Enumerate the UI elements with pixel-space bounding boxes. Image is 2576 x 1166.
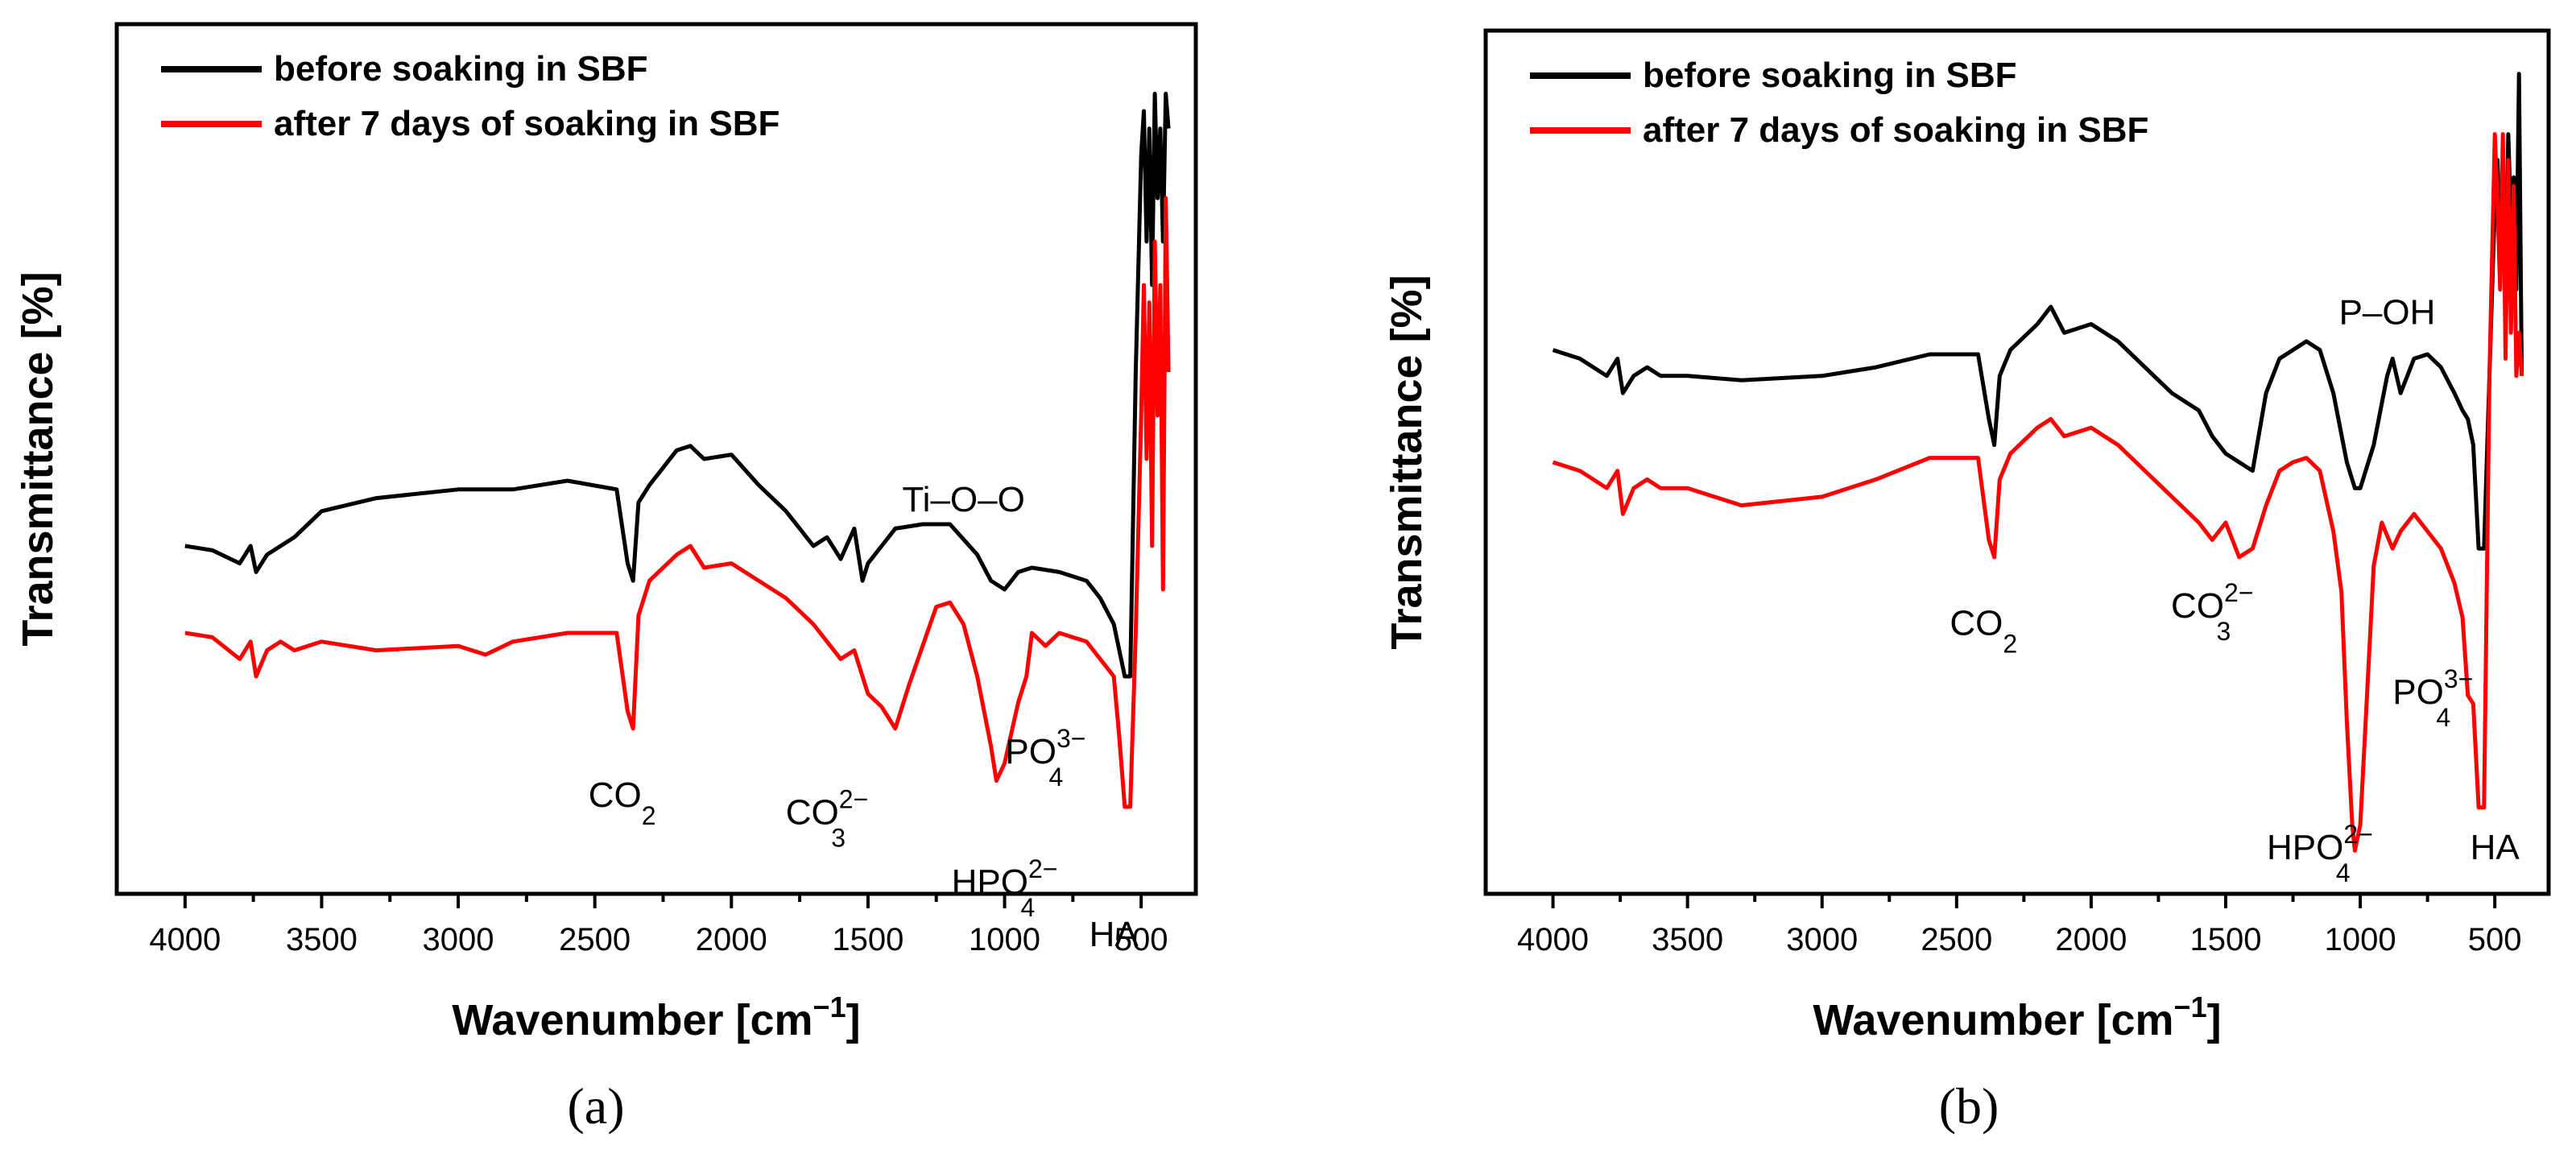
annotation-main: P–OH: [2339, 292, 2436, 332]
annotation-sub: 4: [2336, 858, 2351, 887]
annotation-sub: 4: [2436, 703, 2450, 732]
legend-label: after 7 days of soaking in SBF: [274, 104, 779, 143]
annotation-main: CO: [2171, 586, 2224, 626]
x-tick-label: 1000: [969, 922, 1040, 957]
x-tick-label: 2000: [2055, 922, 2127, 957]
annotation-sup: 3−: [1056, 724, 1085, 753]
annotation-main: CO: [589, 775, 642, 815]
x-tick-label: 1500: [832, 922, 903, 957]
series-after-line: [1552, 132, 2524, 853]
x-tick-label: 4000: [1517, 922, 1589, 957]
annotation-main: PO: [2392, 672, 2444, 712]
annotation-main: CO: [1950, 603, 2003, 643]
x-axis-title-sup: −1: [2174, 990, 2207, 1023]
peak-annotation: CO2: [589, 775, 656, 830]
annotation-main: PO: [1005, 732, 1056, 771]
annotation-sup: 2−: [839, 785, 868, 814]
annotation-sup: 2−: [2343, 820, 2372, 849]
annotation-main: HPO: [2267, 828, 2343, 867]
x-tick-label: 500: [1114, 922, 1168, 957]
x-tick-label: 3000: [423, 922, 494, 957]
x-axis-title-main: Wavenumber [cm: [452, 996, 812, 1044]
legend-label: before soaking in SBF: [274, 49, 648, 89]
annotation-sub: 4: [1048, 763, 1063, 792]
series-before-line: [184, 91, 1171, 679]
peak-annotation: PO3− 4: [1005, 724, 1085, 792]
x-axis-title: Wavenumber [cm−1]: [452, 990, 860, 1044]
annotation-main: HA: [1090, 915, 1139, 954]
x-tick-label: 1000: [2325, 922, 2396, 957]
x-tick-label: 3500: [286, 922, 358, 957]
x-axis-title-main: Wavenumber [cm: [1813, 996, 2173, 1044]
peak-annotation: CO2− 3: [2171, 578, 2253, 646]
peak-annotation: HA: [2471, 828, 2520, 867]
x-axis-title: Wavenumber [cm−1]: [1813, 990, 2221, 1044]
annotation-sup: 3−: [2444, 664, 2473, 693]
peak-annotation: Ti–O–O: [902, 480, 1024, 519]
x-tick-label: 4000: [149, 922, 221, 957]
annotation-sup: 2−: [2224, 578, 2253, 607]
peak-annotation: HPO2− 4: [2267, 820, 2373, 887]
plot-frame: [114, 22, 1198, 896]
chart-panel-b: 4000 3500 3000 2500 2000 1500 1000 500 Wavenumbe…: [1383, 28, 2551, 1135]
x-tick-label: 500: [2468, 922, 2522, 957]
plot-frame: [1483, 28, 2551, 896]
peak-annotation: P–OH: [2339, 292, 2436, 332]
y-axis-title: Transmittance [%]: [14, 271, 62, 646]
annotation-sub: 3: [2217, 617, 2231, 646]
y-axis-title: Transmittance [%]: [1383, 275, 1431, 649]
peak-annotation: PO3− 4: [2392, 664, 2473, 732]
x-tick-label: 2000: [696, 922, 767, 957]
series-after-line: [184, 196, 1171, 809]
x-tick-label: 2500: [559, 922, 631, 957]
x-tick-label: 3500: [1652, 922, 1723, 957]
annotation-main: CO: [786, 793, 839, 833]
annotation-sub: 3: [831, 824, 846, 853]
peak-annotation: HA: [1090, 915, 1139, 954]
x-axis-title-sup: −1: [813, 990, 846, 1023]
peak-annotation: CO2: [1950, 603, 2017, 658]
annotation-sub: 2: [2003, 629, 2017, 658]
panel-label: (b): [1939, 1077, 1999, 1135]
legend-label: before soaking in SBF: [1643, 56, 2017, 95]
annotation-sup: 2−: [1028, 854, 1057, 883]
annotation-main: HPO: [952, 862, 1028, 902]
annotation-main: HA: [2471, 828, 2520, 867]
peak-annotation: HPO2− 4: [952, 854, 1058, 922]
peak-annotation: CO2− 3: [786, 785, 868, 853]
legend-label: after 7 days of soaking in SBF: [1643, 110, 2148, 150]
x-tick-label: 1500: [2189, 922, 2261, 957]
annotation-sub: 4: [1020, 893, 1035, 922]
panel-label: (a): [567, 1077, 624, 1135]
x-axis-title-end: ]: [2207, 996, 2222, 1044]
x-tick-label: 3000: [1786, 922, 1858, 957]
x-tick-label: 2500: [1921, 922, 1992, 957]
chart-panel-a: 4000 3500 3000 2500 2000 1500 1000 500 Wavenumbe…: [14, 22, 1198, 1135]
annotation-main: Ti–O–O: [902, 480, 1024, 519]
x-axis-title-end: ]: [846, 996, 861, 1044]
annotation-sub: 2: [642, 801, 656, 830]
